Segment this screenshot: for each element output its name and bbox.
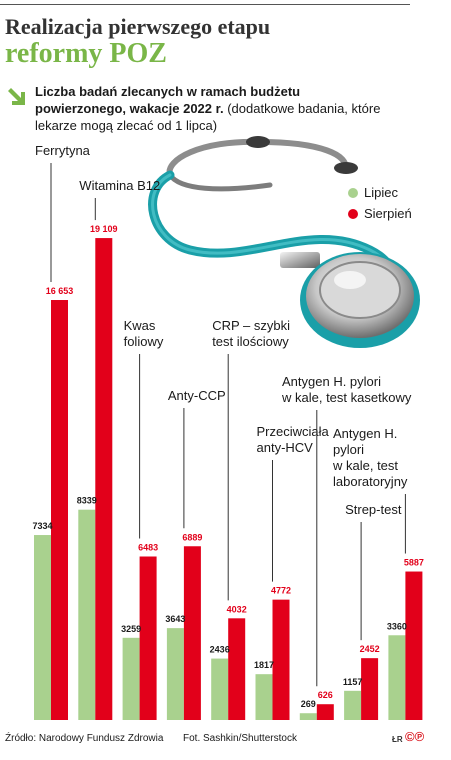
value-label-lipiec: 3259 bbox=[121, 624, 141, 634]
category-label: Anty-CCP bbox=[168, 388, 226, 403]
bar-sierpien bbox=[139, 556, 157, 720]
bar-sierpien bbox=[228, 618, 246, 720]
bar-lipiec bbox=[211, 658, 229, 720]
page-title-line1: Realizacja pierwszego etapu bbox=[5, 14, 271, 39]
legend-swatch-lipiec bbox=[348, 187, 358, 198]
category-label-line: Przeciwciała bbox=[257, 424, 330, 439]
bar-lipiec bbox=[299, 713, 317, 720]
category-label-line: test ilościowy bbox=[212, 334, 289, 349]
footer-source: Źródło: Narodowy Fundusz Zdrowia bbox=[5, 733, 164, 744]
category-label-line: anty-HCV bbox=[257, 440, 314, 455]
category-label: Ferrytyna bbox=[35, 143, 91, 158]
bar-sierpien bbox=[405, 571, 423, 720]
category-label-line: CRP – szybki bbox=[212, 318, 290, 333]
value-label-lipiec: 1157 bbox=[343, 677, 363, 687]
category-label: Antygen H. pylori w kale, test kasetkowy bbox=[281, 374, 412, 405]
value-label-lipiec: 1817 bbox=[254, 660, 274, 670]
category-label-line: Strep-test bbox=[345, 502, 402, 517]
value-label-sierpien: 6483 bbox=[138, 542, 158, 552]
legend: Lipiec Sierpień bbox=[348, 182, 412, 224]
category-label: Przeciwciała anty-HCV bbox=[257, 424, 330, 455]
value-label-lipiec: 3360 bbox=[387, 621, 407, 631]
bar-lipiec bbox=[166, 628, 184, 720]
arrow-down-right-icon bbox=[8, 88, 25, 105]
legend-label-sierpien: Sierpień bbox=[364, 206, 412, 221]
bar-sierpien bbox=[51, 300, 68, 720]
category-label-line: Witamina B12 bbox=[79, 178, 160, 193]
value-label-lipiec: 2436 bbox=[210, 645, 230, 655]
category-label: Witamina B12 bbox=[79, 178, 160, 193]
legend-item-sierpien: Sierpień bbox=[348, 203, 412, 224]
bar-lipiec bbox=[344, 690, 362, 720]
bar-sierpien bbox=[316, 704, 334, 720]
value-label-sierpien: 19 109 bbox=[90, 224, 118, 234]
category-label-line: w kale, test bbox=[332, 458, 398, 473]
value-label-lipiec: 7334 bbox=[32, 521, 52, 531]
category-label: Strep-test bbox=[345, 502, 402, 517]
category-label-line: Antygen H. pylori bbox=[282, 374, 381, 389]
publisher-logo: ©℗ bbox=[405, 729, 425, 744]
category-label-line: Antygen H. bbox=[333, 426, 397, 441]
bar-lipiec bbox=[388, 635, 406, 720]
top-rule bbox=[0, 4, 410, 5]
value-label-sierpien: 626 bbox=[318, 690, 333, 700]
category-label: Kwas foliowy bbox=[124, 318, 164, 349]
value-label-lipiec: 269 bbox=[301, 699, 316, 709]
bar-sierpien bbox=[183, 546, 201, 720]
legend-swatch-sierpien bbox=[348, 208, 358, 219]
bar-lipiec bbox=[255, 674, 273, 720]
category-label-line: foliowy bbox=[124, 334, 164, 349]
legend-label-lipiec: Lipiec bbox=[364, 185, 398, 200]
category-label-line: w kale, test kasetkowy bbox=[281, 390, 412, 405]
footer-mark: ŁR bbox=[392, 735, 403, 744]
category-label: CRP – szybki test ilościowy bbox=[212, 318, 290, 349]
bar-sierpien bbox=[361, 658, 379, 720]
bar-lipiec bbox=[122, 637, 140, 720]
category-label-line: Kwas bbox=[124, 318, 156, 333]
value-label-lipiec: 3643 bbox=[165, 614, 185, 624]
category-label-line: laboratoryjny bbox=[333, 474, 408, 489]
legend-item-lipiec: Lipiec bbox=[348, 182, 412, 203]
category-label-line: pylori bbox=[333, 442, 364, 457]
subtitle-rest: (dodatkowe badania, które lekarze mogą z… bbox=[35, 101, 381, 133]
bar-sierpien bbox=[95, 238, 113, 720]
chart-subtitle: Liczba badań zlecanych w ramach budżetu … bbox=[35, 83, 385, 134]
page-title-line2: reformy POZ bbox=[5, 38, 167, 69]
value-label-sierpien: 5887 bbox=[404, 558, 424, 568]
stethoscope-image bbox=[148, 136, 420, 348]
category-label: Antygen H. pylori w kale, test laboratoryjn… bbox=[332, 426, 408, 489]
category-label-line: Anty-CCP bbox=[168, 388, 226, 403]
bar-lipiec bbox=[78, 509, 96, 720]
subtitle-bold: Liczba badań zlecanych w ramach budżetu … bbox=[35, 84, 301, 116]
value-label-sierpien: 4032 bbox=[227, 604, 247, 614]
value-label-lipiec: 8339 bbox=[77, 496, 97, 506]
category-label-line: Ferrytyna bbox=[35, 143, 91, 158]
value-label-sierpien: 6889 bbox=[182, 532, 202, 542]
bar-sierpien bbox=[272, 599, 290, 720]
value-label-sierpien: 4772 bbox=[271, 586, 291, 596]
footer-photo-credit: Fot. Sashkin/Shutterstock bbox=[183, 733, 297, 744]
value-label-sierpien: 16 653 bbox=[46, 286, 74, 296]
bar-lipiec bbox=[34, 535, 51, 720]
value-label-sierpien: 2452 bbox=[360, 644, 380, 654]
